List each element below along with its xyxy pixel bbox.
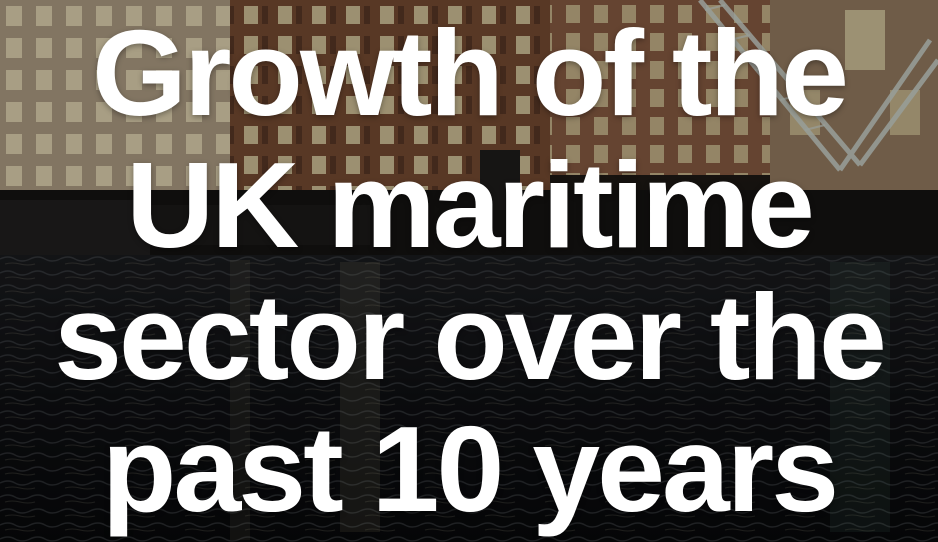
headline-line-2: UK maritime	[126, 137, 815, 273]
headline-line-3: sector over the	[54, 269, 887, 405]
headline-line-1: Growth of the	[92, 5, 849, 141]
headline-line-4: past 10 years	[101, 401, 839, 537]
